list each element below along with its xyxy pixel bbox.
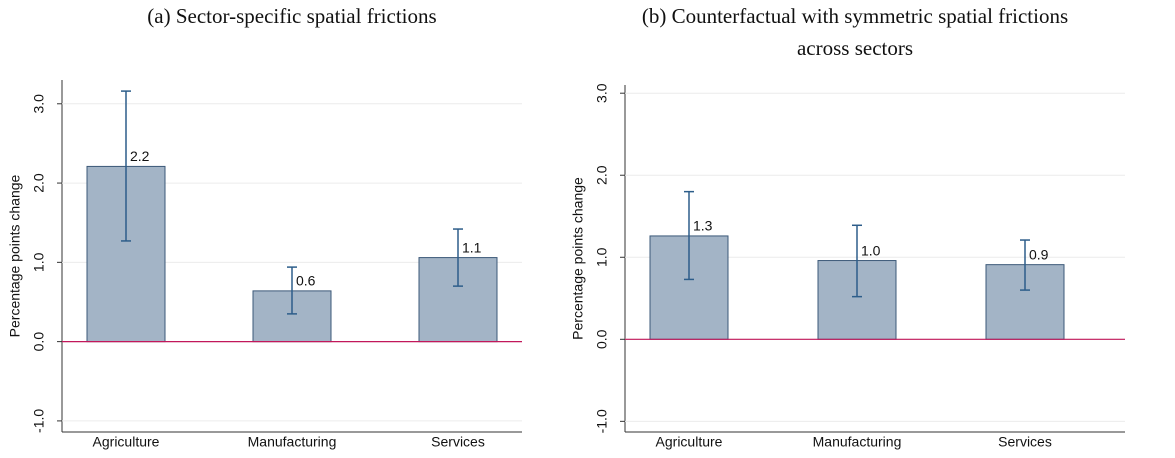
value-label: 1.1 [462,239,482,255]
y-axis-label: Percentage points change [7,174,23,337]
chart-title: (a) Sector-specific spatial frictions [147,4,436,28]
x-tick-label: Manufacturing [248,434,337,450]
y-axis-label: Percentage points change [570,177,586,340]
x-tick-label: Agriculture [93,434,160,450]
x-tick-label: Agriculture [656,434,723,450]
y-tick-label: 2.0 [31,173,47,193]
chart-title: (b) Counterfactual with symmetric spatia… [642,4,1068,28]
y-tick-label: -1.0 [31,409,47,433]
y-tick-label: 2.0 [594,165,610,185]
value-label: 1.0 [861,242,881,258]
y-tick-label: 1.0 [31,252,47,272]
x-tick-label: Manufacturing [813,434,902,450]
y-tick-label: -1.0 [594,409,610,433]
y-tick-label: 0.0 [594,329,610,349]
value-label: 2.2 [130,148,150,164]
value-label: 0.9 [1029,246,1049,262]
y-tick-label: 3.0 [594,83,610,103]
x-tick-label: Services [431,434,485,450]
value-label: 0.6 [296,273,316,289]
y-tick-label: 0.0 [31,332,47,352]
x-tick-label: Services [998,434,1052,450]
value-label: 1.3 [693,218,713,234]
y-tick-label: 1.0 [594,247,610,267]
chart-title: across sectors [797,36,913,60]
y-tick-label: 3.0 [31,94,47,114]
